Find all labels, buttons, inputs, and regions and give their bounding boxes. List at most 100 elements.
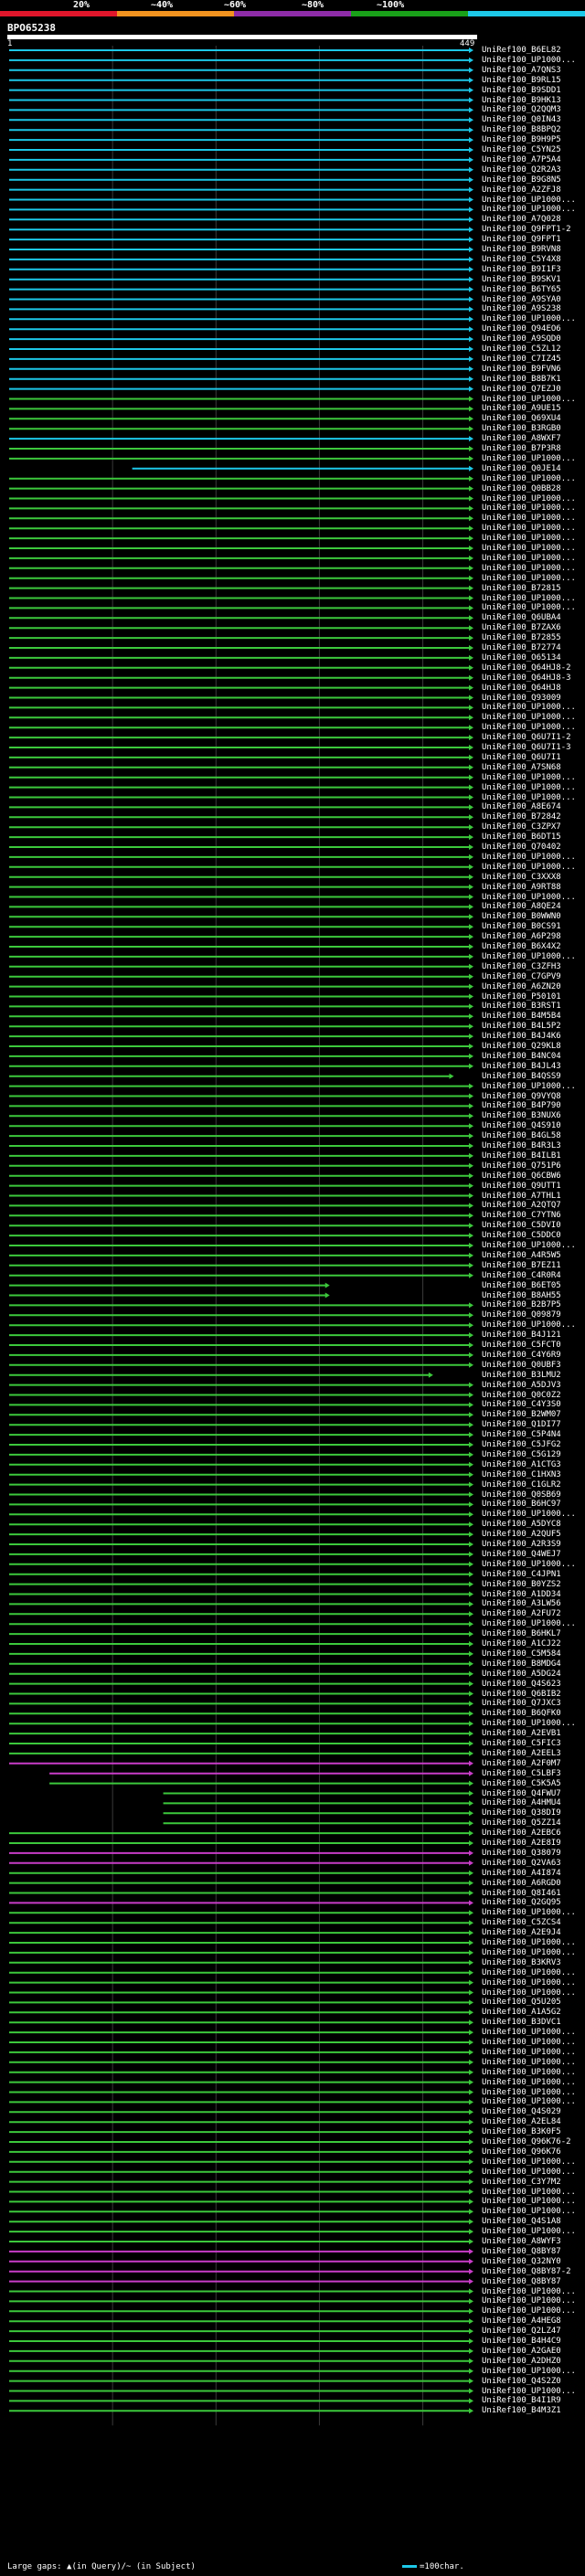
hit-label[interactable]: UniRef100_A2EBC6 — [482, 1829, 561, 1839]
hit-label[interactable]: UniRef100_Q1DI77 — [482, 1420, 561, 1430]
hit-label[interactable]: UniRef100_B3RST1 — [482, 1002, 561, 1012]
hit-label[interactable]: UniRef100_Q6UBA4 — [482, 613, 561, 623]
hit-label[interactable]: UniRef100_B9FVN6 — [482, 364, 561, 374]
hit-label[interactable]: UniRef100_UP1000... — [482, 713, 576, 723]
hit-label[interactable]: UniRef100_A1CTG3 — [482, 1459, 561, 1469]
hit-label[interactable]: UniRef100_Q6CBW6 — [482, 1171, 561, 1181]
hit-label[interactable]: UniRef100_A7QNS3 — [482, 65, 561, 75]
hit-label[interactable]: UniRef100_A2F0M7 — [482, 1758, 561, 1768]
hit-label[interactable]: UniRef100_UP1000... — [482, 1619, 576, 1629]
hit-label[interactable]: UniRef100_C5Y4X8 — [482, 254, 561, 264]
hit-label[interactable]: UniRef100_C4JPN1 — [482, 1569, 561, 1579]
hit-label[interactable]: UniRef100_B4J121 — [482, 1330, 561, 1341]
hit-label[interactable]: UniRef100_O65134 — [482, 652, 561, 663]
hit-label[interactable]: UniRef100_UP1000... — [482, 782, 576, 792]
hit-label[interactable]: UniRef100_A8WYF3 — [482, 2237, 561, 2246]
hit-label[interactable]: UniRef100_Q0IN43 — [482, 115, 561, 125]
hit-label[interactable]: UniRef100_B4ILB1 — [482, 1150, 561, 1161]
hit-label[interactable]: UniRef100_B9H9P5 — [482, 135, 561, 145]
hit-label[interactable]: UniRef100_B6HKL7 — [482, 1629, 561, 1639]
hit-label[interactable]: UniRef100_Q96K76 — [482, 2147, 561, 2157]
hit-label[interactable]: UniRef100_UP1000... — [482, 2097, 576, 2107]
hit-label[interactable]: UniRef100_B3RGB0 — [482, 424, 561, 434]
hit-label[interactable]: UniRef100_UP1000... — [482, 55, 576, 65]
hit-label[interactable]: UniRef100_B72815 — [482, 583, 561, 593]
hit-label[interactable]: UniRef100_C3ZPX7 — [482, 822, 561, 832]
hit-label[interactable]: UniRef100_A2QTQ7 — [482, 1201, 561, 1211]
hit-label[interactable]: UniRef100_B8AH55 — [482, 1290, 561, 1300]
hit-label[interactable]: UniRef100_UP1000... — [482, 862, 576, 872]
hit-label[interactable]: UniRef100_C3ZFH3 — [482, 961, 561, 971]
hit-label[interactable]: UniRef100_UP1000... — [482, 2386, 576, 2396]
hit-label[interactable]: UniRef100_B9RL15 — [482, 75, 561, 85]
hit-label[interactable]: UniRef100_B8MDG4 — [482, 1659, 561, 1669]
hit-label[interactable]: UniRef100_B72855 — [482, 633, 561, 643]
hit-label[interactable]: UniRef100_B7ZAX6 — [482, 623, 561, 633]
hit-label[interactable]: UniRef100_B6DT15 — [482, 832, 561, 843]
hit-label[interactable]: UniRef100_A9SQD0 — [482, 334, 561, 345]
hit-label[interactable]: UniRef100_A5DYC8 — [482, 1520, 561, 1530]
hit-label[interactable]: UniRef100_A2E8I9 — [482, 1839, 561, 1848]
hit-label[interactable]: UniRef100_UP1000... — [482, 2077, 576, 2087]
hit-label[interactable]: UniRef100_C3Y7M2 — [482, 2177, 561, 2187]
hit-label[interactable]: UniRef100_A6ZN20 — [482, 981, 561, 991]
hit-label[interactable]: UniRef100_UP1000... — [482, 892, 576, 902]
hit-label[interactable]: UniRef100_UP1000... — [482, 1977, 576, 1988]
hit-label[interactable]: UniRef100_UP1000... — [482, 524, 576, 534]
hit-label[interactable]: UniRef100_A2EL84 — [482, 2117, 561, 2127]
hit-label[interactable]: UniRef100_Q93009 — [482, 693, 561, 703]
hit-label[interactable]: UniRef100_Q64HJ8 — [482, 683, 561, 693]
hit-label[interactable]: UniRef100_UP1000... — [482, 195, 576, 205]
hit-label[interactable]: UniRef100_A8E674 — [482, 802, 561, 812]
hit-label[interactable]: UniRef100_B9G8N5 — [482, 175, 561, 185]
hit-label[interactable]: UniRef100_B3DVC1 — [482, 2018, 561, 2028]
hit-label[interactable]: UniRef100_Q09879 — [482, 1310, 561, 1320]
hit-label[interactable]: UniRef100_UP1000... — [482, 792, 576, 802]
hit-label[interactable]: UniRef100_Q64HJ8-3 — [482, 673, 571, 683]
hit-label[interactable]: UniRef100_UP1000... — [482, 2047, 576, 2057]
hit-label[interactable]: UniRef100_C5ZCS4 — [482, 1918, 561, 1928]
hit-label[interactable]: UniRef100_B4M3Z1 — [482, 2406, 561, 2416]
hit-label[interactable]: UniRef100_C5P4N4 — [482, 1430, 561, 1440]
hit-label[interactable]: UniRef100_UP1000... — [482, 2296, 576, 2306]
hit-label[interactable]: UniRef100_Q96K76-2 — [482, 2137, 571, 2147]
hit-label[interactable]: UniRef100_A4I874 — [482, 1868, 561, 1878]
hit-label[interactable]: UniRef100_C4Y3S0 — [482, 1400, 561, 1410]
hit-label[interactable]: UniRef100_Q9FPT1-2 — [482, 225, 571, 235]
hit-label[interactable]: UniRef100_A2ZFJ8 — [482, 185, 561, 195]
hit-label[interactable]: UniRef100_UP1000... — [482, 514, 576, 524]
hit-label[interactable]: UniRef100_Q8BY87 — [482, 2246, 561, 2256]
hit-label[interactable]: UniRef100_A4HEG8 — [482, 2316, 561, 2327]
hit-label[interactable]: UniRef100_UP1000... — [482, 314, 576, 324]
hit-label[interactable]: UniRef100_A4HMU4 — [482, 1798, 561, 1808]
hit-label[interactable]: UniRef100_A7Q028 — [482, 215, 561, 225]
hit-label[interactable]: UniRef100_UP1000... — [482, 1988, 576, 1998]
hit-label[interactable]: UniRef100_Q4S1A8 — [482, 2217, 561, 2227]
hit-label[interactable]: UniRef100_B7EZ11 — [482, 1260, 561, 1270]
hit-label[interactable]: UniRef100_Q8BY87 — [482, 2276, 561, 2286]
hit-label[interactable]: UniRef100_B8B7K1 — [482, 374, 561, 384]
hit-label[interactable]: UniRef100_UP1000... — [482, 1559, 576, 1569]
hit-label[interactable]: UniRef100_B4J4K6 — [482, 1032, 561, 1042]
hit-label[interactable]: UniRef100_Q32NY0 — [482, 2256, 561, 2266]
hit-label[interactable]: UniRef100_Q6BIB2 — [482, 1689, 561, 1699]
hit-label[interactable]: UniRef100_Q4S029 — [482, 2107, 561, 2117]
hit-label[interactable]: UniRef100_UP1000... — [482, 2167, 576, 2177]
hit-label[interactable]: UniRef100_UP1000... — [482, 1081, 576, 1091]
hit-label[interactable]: UniRef100_B0CS91 — [482, 922, 561, 932]
hit-label[interactable]: UniRef100_A9S238 — [482, 304, 561, 314]
hit-label[interactable]: UniRef100_C5JFG2 — [482, 1440, 561, 1449]
hit-label[interactable]: UniRef100_B0YZS2 — [482, 1579, 561, 1589]
hit-label[interactable]: UniRef100_UP1000... — [482, 2197, 576, 2207]
hit-label[interactable]: UniRef100_C5DDC0 — [482, 1231, 561, 1241]
hit-label[interactable]: UniRef100_UP1000... — [482, 723, 576, 733]
hit-label[interactable]: UniRef100_C5FIC3 — [482, 1739, 561, 1748]
hit-label[interactable]: UniRef100_B6QFK0 — [482, 1709, 561, 1719]
hit-label[interactable]: UniRef100_A4R5W5 — [482, 1250, 561, 1260]
hit-label[interactable]: UniRef100_C5K5A5 — [482, 1778, 561, 1788]
hit-label[interactable]: UniRef100_A8WXF7 — [482, 434, 561, 444]
hit-label[interactable]: UniRef100_B2B7P5 — [482, 1300, 561, 1310]
hit-label[interactable]: UniRef100_UP1000... — [482, 504, 576, 514]
hit-label[interactable]: UniRef100_A9UE15 — [482, 404, 561, 414]
hit-label[interactable]: UniRef100_B0WWN0 — [482, 912, 561, 922]
